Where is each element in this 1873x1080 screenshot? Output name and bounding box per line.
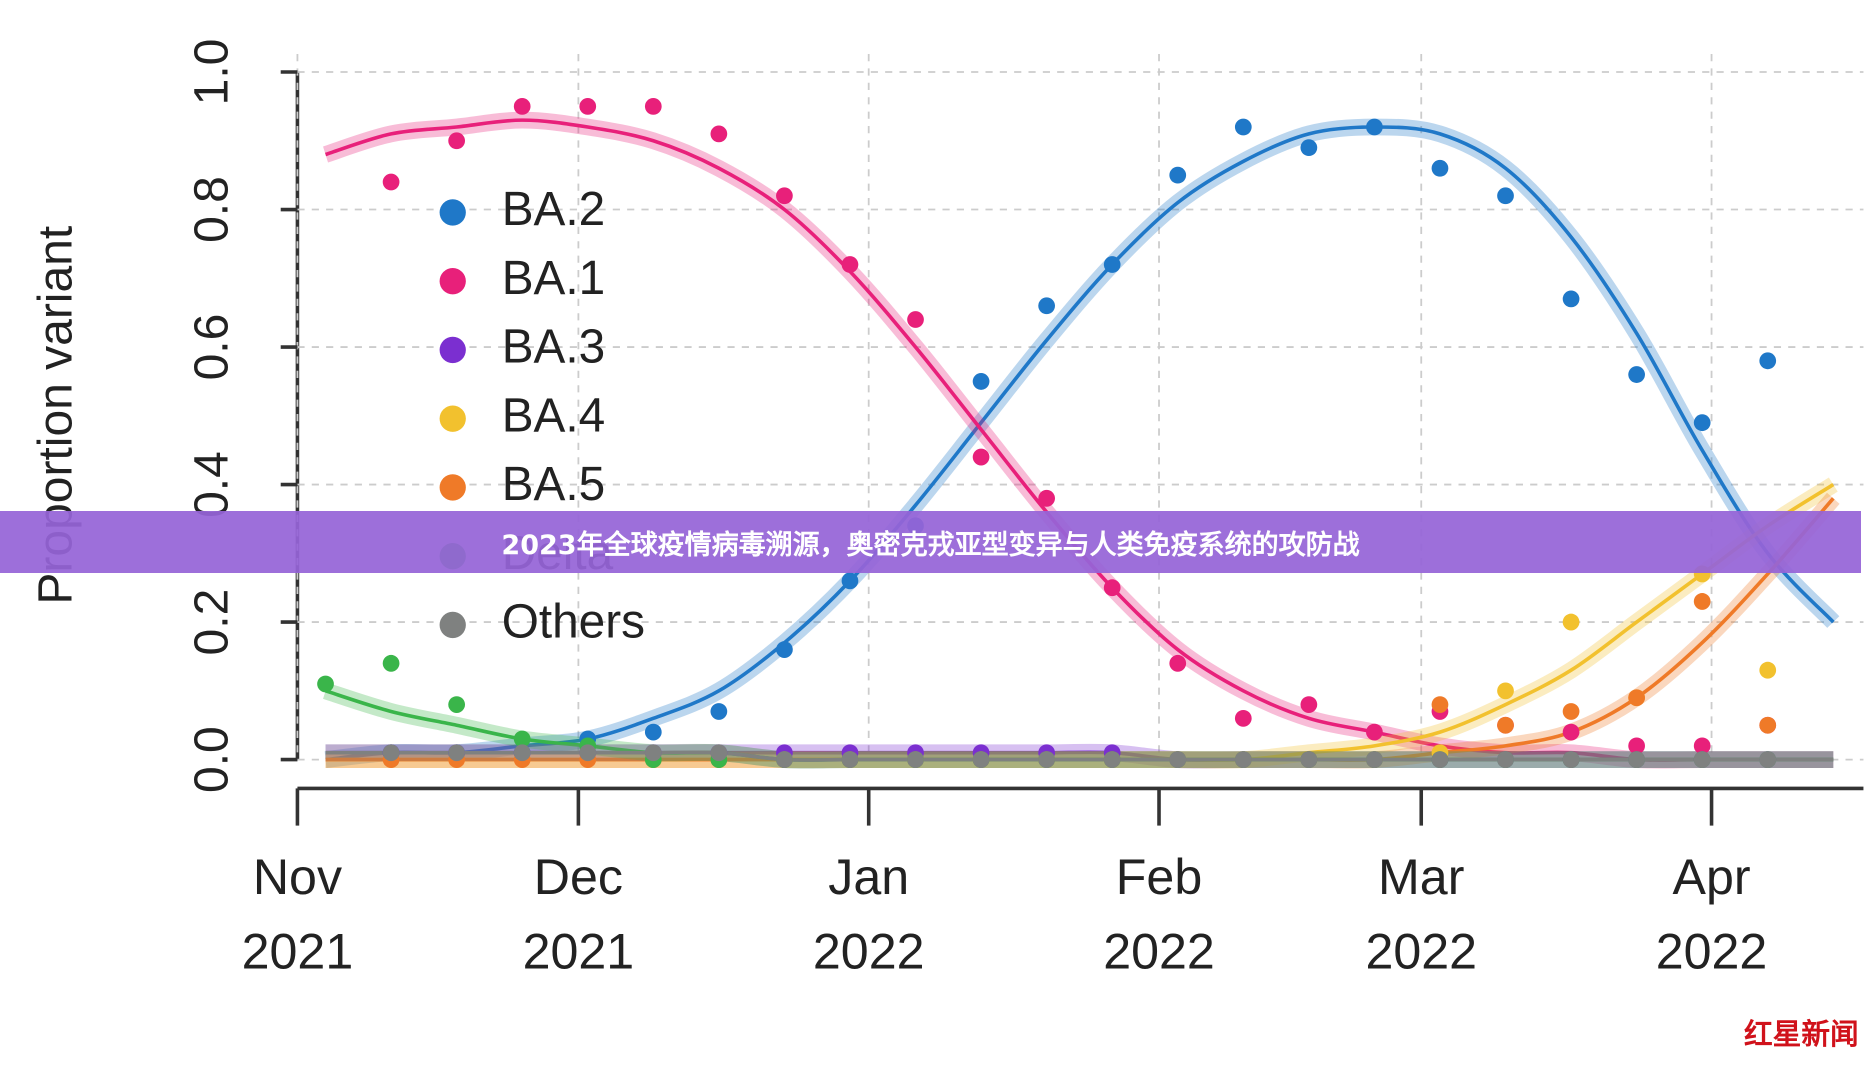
- point: [841, 256, 859, 273]
- point: [1693, 751, 1711, 768]
- point: [382, 173, 400, 191]
- point: [579, 744, 597, 762]
- point: [1103, 751, 1121, 768]
- legend-marker: [439, 199, 466, 226]
- point: [448, 696, 466, 713]
- point: [1562, 723, 1580, 741]
- point: [448, 132, 466, 150]
- point: [1234, 751, 1252, 768]
- x-tick-label: Jan 2022: [813, 848, 925, 980]
- point: [382, 744, 400, 762]
- point: [907, 311, 924, 328]
- point: [644, 744, 662, 762]
- legend-label: BA.3: [502, 321, 606, 374]
- point: [579, 97, 597, 115]
- point: [1366, 723, 1383, 741]
- watermark: 红星新闻: [1744, 1017, 1859, 1051]
- y-tick-label: 0.6: [186, 314, 239, 381]
- point: [1103, 256, 1121, 273]
- point: [1366, 118, 1383, 136]
- x-tick-label: Dec 2021: [523, 848, 635, 980]
- point: [1759, 716, 1777, 734]
- legend-label: Others: [502, 596, 645, 649]
- point: [1431, 751, 1449, 768]
- point: [1693, 593, 1711, 610]
- point: [710, 125, 728, 143]
- point: [1431, 696, 1449, 713]
- point: [972, 751, 990, 768]
- point: [1234, 709, 1252, 727]
- point: [644, 97, 662, 115]
- point: [841, 572, 859, 590]
- y-tick-label: 0.2: [186, 589, 239, 656]
- point: [710, 744, 728, 762]
- point: [1759, 352, 1777, 370]
- y-tick-label: 0.0: [186, 726, 239, 793]
- point: [1366, 751, 1383, 768]
- point: [1038, 489, 1055, 507]
- x-tick-label: Mar 2022: [1365, 848, 1477, 980]
- y-tick-label: 1.0: [186, 39, 239, 106]
- point: [1497, 716, 1514, 734]
- point: [776, 751, 793, 768]
- point: [1628, 689, 1645, 707]
- point: [1628, 366, 1645, 383]
- point: [317, 675, 334, 693]
- point: [382, 654, 400, 672]
- point: [972, 373, 990, 390]
- point: [1562, 613, 1580, 631]
- point: [644, 723, 662, 741]
- banner-title: 2023年全球疫情病毒溯源，奥密克戎亚型变异与人类免疫系统的攻防战: [0, 511, 1861, 573]
- x-tick-label: Apr 2022: [1656, 848, 1768, 980]
- point: [1038, 297, 1055, 315]
- point: [907, 751, 924, 768]
- point: [1562, 751, 1580, 768]
- point: [513, 744, 531, 762]
- point: [1300, 751, 1318, 768]
- point: [1300, 139, 1318, 157]
- legend-label: BA.1: [502, 252, 606, 305]
- legend-marker: [439, 611, 466, 639]
- point: [1431, 159, 1449, 177]
- point: [1497, 751, 1514, 768]
- point: [1234, 118, 1252, 136]
- legend-marker: [439, 336, 466, 364]
- point: [776, 187, 793, 205]
- legend-label: BA.2: [502, 183, 606, 236]
- point: [841, 751, 859, 768]
- point: [1038, 751, 1055, 768]
- point: [1562, 290, 1580, 308]
- point: [1497, 682, 1514, 700]
- point: [1628, 737, 1645, 755]
- point: [710, 703, 728, 720]
- y-tick-label: 0.8: [186, 176, 239, 243]
- point: [448, 744, 466, 762]
- point: [1759, 751, 1777, 768]
- point: [1300, 696, 1318, 713]
- y-tick-label: 0.4: [186, 451, 239, 518]
- point: [972, 448, 990, 466]
- legend-marker: [439, 405, 466, 432]
- x-tick-label: Feb 2022: [1103, 848, 1215, 980]
- point: [1759, 661, 1777, 679]
- point: [1497, 187, 1514, 205]
- legend-label: BA.5: [502, 458, 606, 511]
- point: [1693, 414, 1711, 432]
- point: [1628, 751, 1645, 768]
- point: [513, 730, 531, 748]
- point: [1693, 737, 1711, 755]
- x-tick-label: Nov 2021: [242, 848, 354, 980]
- point: [1562, 703, 1580, 720]
- point: [1169, 751, 1187, 768]
- point: [1169, 654, 1187, 672]
- legend-label: BA.4: [502, 389, 606, 442]
- legend-marker: [439, 267, 466, 295]
- point: [513, 97, 531, 115]
- point: [1169, 166, 1187, 184]
- legend-marker: [439, 474, 466, 501]
- point: [776, 641, 793, 658]
- point: [1103, 579, 1121, 597]
